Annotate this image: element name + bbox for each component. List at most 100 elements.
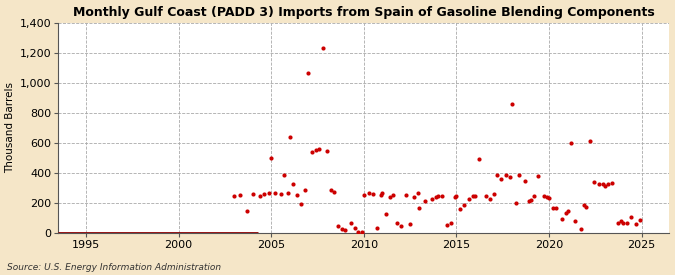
Point: [507, 101, 518, 106]
Point: [551, 205, 562, 210]
Point: [234, 193, 245, 197]
Point: [358, 193, 369, 197]
Point: [575, 227, 586, 231]
Point: [446, 221, 456, 226]
Point: [525, 198, 536, 202]
Point: [520, 179, 531, 183]
Point: [346, 221, 356, 226]
Point: [514, 173, 525, 177]
Point: [468, 194, 479, 199]
Point: [254, 194, 265, 198]
Text: Source: U.S. Energy Information Administration: Source: U.S. Energy Information Administ…: [7, 263, 221, 272]
Point: [333, 224, 344, 228]
Point: [364, 191, 375, 196]
Point: [538, 194, 549, 199]
Point: [597, 182, 608, 186]
Point: [505, 175, 516, 179]
Point: [455, 207, 466, 211]
Point: [570, 219, 580, 223]
Point: [388, 193, 399, 197]
Point: [368, 192, 379, 196]
Point: [377, 191, 388, 196]
Point: [259, 191, 269, 196]
Point: [599, 184, 610, 188]
Point: [306, 150, 317, 154]
Point: [533, 174, 543, 178]
Point: [436, 194, 447, 198]
Point: [510, 201, 521, 205]
Point: [384, 195, 395, 199]
Point: [594, 182, 605, 186]
Point: [473, 157, 484, 162]
Point: [412, 191, 423, 196]
Point: [420, 199, 431, 203]
Point: [488, 192, 499, 196]
Point: [229, 194, 240, 198]
Point: [501, 172, 512, 177]
Point: [442, 223, 453, 227]
Point: [603, 182, 614, 186]
Point: [392, 221, 402, 226]
Point: [634, 218, 645, 222]
Point: [269, 190, 280, 195]
Point: [560, 211, 571, 215]
Point: [405, 222, 416, 226]
Point: [566, 141, 576, 145]
Point: [375, 193, 386, 197]
Point: [414, 206, 425, 211]
Point: [288, 182, 299, 186]
Point: [279, 172, 290, 177]
Point: [266, 156, 277, 161]
Point: [625, 215, 636, 220]
Point: [299, 187, 310, 192]
Point: [618, 221, 628, 225]
Point: [408, 195, 419, 199]
Point: [492, 172, 503, 177]
Point: [495, 177, 506, 181]
Point: [247, 191, 258, 196]
Point: [616, 219, 626, 223]
Point: [481, 194, 491, 199]
Title: Monthly Gulf Coast (PADD 3) Imports from Spain of Gasoline Blending Components: Monthly Gulf Coast (PADD 3) Imports from…: [73, 6, 655, 18]
Point: [321, 149, 332, 153]
Point: [401, 193, 412, 197]
Point: [329, 190, 340, 194]
Point: [427, 197, 438, 202]
Point: [451, 193, 462, 198]
Point: [529, 193, 539, 198]
Point: [325, 188, 336, 192]
Point: [630, 222, 641, 226]
Point: [433, 193, 443, 198]
Point: [547, 205, 558, 210]
Point: [356, 230, 367, 235]
Point: [523, 199, 534, 203]
Point: [612, 221, 623, 226]
Point: [543, 196, 554, 200]
Point: [242, 208, 252, 213]
Point: [371, 226, 382, 230]
Point: [314, 147, 325, 151]
Point: [562, 209, 573, 214]
Point: [296, 202, 306, 207]
Point: [458, 202, 469, 207]
Point: [607, 181, 618, 185]
Point: [303, 71, 314, 75]
Point: [450, 195, 460, 199]
Point: [353, 230, 364, 234]
Point: [275, 192, 286, 196]
Point: [464, 196, 475, 201]
Point: [336, 227, 347, 231]
Point: [396, 224, 406, 228]
Point: [349, 226, 360, 230]
Point: [431, 195, 441, 199]
Point: [585, 139, 595, 143]
Point: [381, 211, 392, 216]
Point: [485, 196, 495, 201]
Point: [292, 193, 302, 197]
Point: [340, 228, 351, 232]
Point: [622, 221, 632, 225]
Point: [284, 135, 295, 139]
Point: [470, 194, 481, 199]
Point: [542, 195, 553, 199]
Point: [264, 191, 275, 196]
